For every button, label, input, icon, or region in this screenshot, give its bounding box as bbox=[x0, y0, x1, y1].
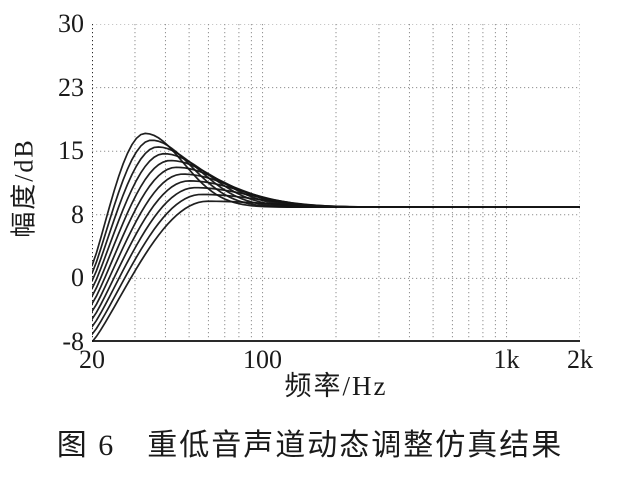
response-curve bbox=[92, 173, 580, 313]
y-tick-label: -8 bbox=[62, 327, 84, 356]
figure-caption: 图 6 重低音声道动态调整仿真结果 bbox=[56, 429, 564, 462]
x-tick-label: 2k bbox=[567, 345, 593, 374]
y-tick-label: 30 bbox=[58, 9, 84, 38]
x-tick-label: 100 bbox=[243, 345, 283, 374]
response-curve bbox=[92, 166, 580, 305]
y-tick-label: 15 bbox=[58, 136, 84, 166]
x-tick-label: 20 bbox=[79, 345, 105, 374]
x-axis-label: 频率/Hz bbox=[284, 371, 388, 401]
x-tick-label: 1k bbox=[493, 345, 520, 374]
response-curve bbox=[92, 200, 580, 342]
response-curve bbox=[92, 180, 580, 320]
y-tick-label: 8 bbox=[71, 199, 84, 229]
plot-area bbox=[92, 24, 580, 342]
y-tick-label: 23 bbox=[58, 72, 84, 102]
y-tick-label: 0 bbox=[71, 263, 84, 293]
